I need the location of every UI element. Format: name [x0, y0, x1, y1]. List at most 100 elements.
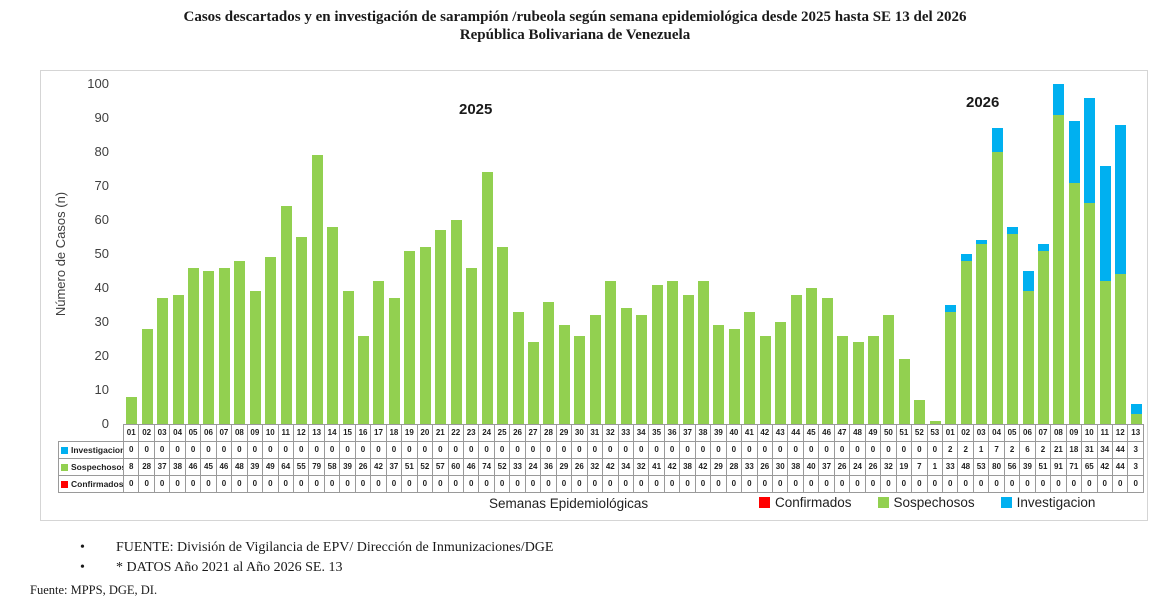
table-value-cell: 32 — [880, 458, 897, 476]
bar-2025-week-42 — [758, 84, 773, 424]
table-value-cell: 33 — [509, 458, 526, 476]
bar-stack — [636, 315, 648, 424]
table-value-cell: 0 — [756, 475, 774, 493]
table-value-cell: 28 — [725, 458, 743, 476]
bar-2026-week-09 — [1067, 84, 1082, 424]
bar-2025-week-31 — [588, 84, 603, 424]
table-value-cell: 46 — [215, 458, 233, 476]
segment-sospechosos — [744, 311, 756, 424]
table-value-cell: 0 — [462, 441, 480, 459]
table-value-cell: 0 — [555, 441, 573, 459]
table-value-cell: 0 — [602, 475, 619, 493]
bar-stack — [188, 267, 200, 424]
table-value-cell: 57 — [432, 458, 449, 476]
table-value-cell: 0 — [524, 475, 542, 493]
y-tick-label: 40 — [94, 280, 109, 295]
table-value-cell: 32 — [632, 458, 650, 476]
bar-stack — [620, 308, 632, 424]
segment-sospechosos — [373, 281, 385, 424]
table-value-cell: 0 — [663, 441, 681, 459]
bar-2025-week-18 — [387, 84, 402, 424]
week-header-cell: 02 — [957, 424, 974, 442]
segment-sospechosos — [296, 237, 308, 424]
table-value-cell: 0 — [818, 475, 835, 493]
table-value-cell: 0 — [1111, 475, 1129, 493]
bar-2025-week-47 — [835, 84, 850, 424]
table-value-cell: 0 — [370, 441, 387, 459]
bar-stack — [157, 298, 169, 424]
bar-2025-week-48 — [850, 84, 865, 424]
footer-bullet-line-1: FUENTE: División de Vigilancia de EPV/ D… — [0, 538, 1150, 558]
segment-sospechosos — [867, 335, 879, 424]
segment-sospechosos — [172, 294, 184, 424]
segment-investigacion — [1099, 165, 1111, 282]
table-value-cell: 0 — [262, 441, 279, 459]
bar-2025-week-34 — [634, 84, 649, 424]
table-row-label-investigacion: Investigacion — [58, 441, 124, 459]
series-color-swatch — [61, 463, 68, 471]
week-header-cell: 14 — [323, 424, 341, 442]
bar-stack — [1022, 271, 1034, 424]
week-header-cell: 42 — [756, 424, 774, 442]
bar-2025-week-13 — [309, 84, 324, 424]
bar-stack — [296, 237, 308, 424]
segment-sospechosos — [976, 243, 988, 424]
week-header-cell: 08 — [1050, 424, 1067, 442]
bar-2025-week-32 — [603, 84, 618, 424]
bar-stack — [759, 335, 771, 424]
bar-2025-week-53 — [928, 84, 943, 424]
segment-sospechosos — [203, 271, 215, 424]
year-label-2025: 2025 — [459, 101, 493, 118]
table-value-cell: 0 — [323, 441, 341, 459]
bar-stack — [358, 335, 370, 424]
bar-2025-week-52 — [912, 84, 927, 424]
table-value-cell: 33 — [741, 458, 758, 476]
week-header-cell: 04 — [169, 424, 186, 442]
bar-2026-week-11 — [1098, 84, 1113, 424]
chart-title-line1: Casos descartados y en investigación de … — [183, 9, 967, 25]
bar-2026-week-02 — [958, 84, 973, 424]
table-value-cell: 42 — [694, 458, 712, 476]
table-value-cell: 74 — [478, 458, 495, 476]
table-value-cell: 0 — [942, 475, 959, 493]
table-value-cell: 34 — [1096, 441, 1114, 459]
bar-stack — [388, 298, 400, 424]
table-value-cell: 0 — [571, 441, 588, 459]
bar-stack — [543, 301, 555, 424]
table-value-cell: 0 — [432, 475, 449, 493]
table-value-cell: 0 — [679, 475, 696, 493]
week-header-cell: 03 — [972, 424, 990, 442]
bar-stack — [311, 155, 323, 424]
table-value-cell: 0 — [1065, 475, 1083, 493]
table-value-cell: 0 — [586, 475, 604, 493]
table-value-cell: 52 — [493, 458, 511, 476]
bar-2026-week-13 — [1128, 84, 1143, 424]
table-value-cell: 2 — [957, 441, 974, 459]
table-value-cell: 2 — [1034, 441, 1052, 459]
footer-bullet-2-text: * DATOS Año 2021 al Año 2026 SE. 13 — [116, 560, 343, 575]
table-value-cell: 0 — [741, 441, 758, 459]
segment-sospechosos — [327, 226, 339, 424]
table-value-cell: 0 — [571, 475, 588, 493]
y-axis-ticks: 100 90 80 70 60 50 40 30 20 10 0 — [41, 67, 109, 441]
bar-2025-week-45 — [804, 84, 819, 424]
table-value-cell: 38 — [787, 458, 804, 476]
bar-stack — [651, 284, 663, 424]
bar-2025-week-05 — [186, 84, 201, 424]
table-value-cell: 0 — [509, 475, 526, 493]
week-header-cell: 32 — [602, 424, 619, 442]
bar-stack — [744, 311, 756, 424]
table-value-cell: 53 — [972, 458, 990, 476]
legend-item-confirmados: Confirmados — [759, 495, 852, 510]
week-header-cell: 47 — [833, 424, 851, 442]
segment-sospechosos — [450, 220, 462, 424]
bar-2025-week-50 — [881, 84, 896, 424]
table-value-cell: 0 — [617, 475, 634, 493]
bar-stack — [589, 315, 601, 424]
bar-stack — [435, 230, 447, 424]
bar-2025-week-19 — [402, 84, 417, 424]
bar-stack — [682, 294, 694, 424]
bar-stack — [141, 328, 153, 424]
bar-2025-week-36 — [665, 84, 680, 424]
table-value-cell: 19 — [895, 458, 913, 476]
